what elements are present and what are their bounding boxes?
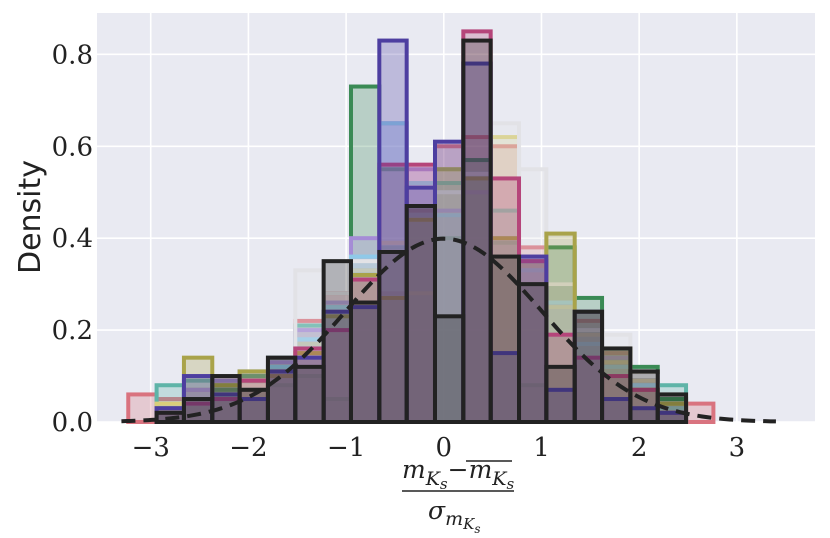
xlabel-den-subsubsub: s — [474, 522, 480, 536]
xlabel-num-left-subsub: s — [440, 475, 448, 493]
x-tick-label: 1 — [533, 433, 550, 463]
histogram-bar — [628, 369, 660, 424]
x-tick-label: −1 — [327, 433, 365, 463]
histogram-bar — [461, 38, 493, 425]
x-tick-labels: −3 −2 −1 0 1 2 3 — [132, 433, 746, 463]
xlabel-minus: − — [448, 455, 469, 484]
x-tick-label: −2 — [229, 433, 267, 463]
svg-text:σmKs: σmKs — [428, 496, 481, 536]
y-tick-label: 0.2 — [52, 316, 93, 346]
xlabel-den-subsub: K — [462, 515, 475, 533]
histogram-bar — [432, 314, 466, 425]
histogram-bar — [377, 249, 409, 424]
xlabel-num-right-subsub: s — [507, 475, 515, 493]
xlabel-den-sub: m — [445, 508, 463, 530]
y-tick-label: 0.8 — [52, 40, 93, 70]
svg-text:mKs−mKs: mKs−mKs — [402, 455, 515, 493]
histogram-bar — [572, 309, 605, 424]
y-tick-label: 0.4 — [52, 224, 93, 254]
histogram-bar — [293, 364, 326, 425]
histogram-bar — [126, 392, 159, 425]
xlabel-den: σ — [428, 496, 446, 525]
y-axis-label: Density — [13, 160, 48, 274]
xlabel-num-left-sub: K — [425, 468, 442, 490]
histogram-bar — [544, 364, 577, 425]
xlabel-num-right-sub: K — [491, 468, 508, 490]
x-tick-label: 2 — [631, 433, 648, 463]
histogram-bar — [572, 309, 605, 424]
x-tick-label: 0 — [436, 433, 453, 463]
histogram-bar — [517, 282, 549, 424]
xlabel-num-right: m — [469, 455, 493, 484]
histogram-bar — [348, 300, 382, 424]
histogram-bar — [432, 181, 466, 424]
x-tick-label: 3 — [729, 433, 746, 463]
histogram-bar — [321, 259, 353, 425]
histogram-series — [154, 38, 689, 425]
y-tick-label: 0.6 — [52, 132, 93, 162]
normal-pdf-curve — [121, 236, 776, 424]
histogram-bar — [488, 236, 522, 424]
plot-background — [97, 13, 815, 422]
histogram-series — [154, 167, 689, 425]
y-tick-label: 0.0 — [52, 408, 93, 438]
x-axis-label: mKs−mKs σmKs — [402, 455, 515, 536]
histogram-bar — [210, 374, 242, 425]
histogram-bar — [348, 268, 382, 425]
xlabel-num-left: m — [402, 455, 426, 484]
histogram-bar — [181, 397, 215, 424]
histogram-bar — [404, 204, 437, 424]
x-tick-label: −3 — [132, 433, 170, 463]
y-tick-labels: 0.0 0.2 0.4 0.6 0.8 — [52, 40, 93, 438]
